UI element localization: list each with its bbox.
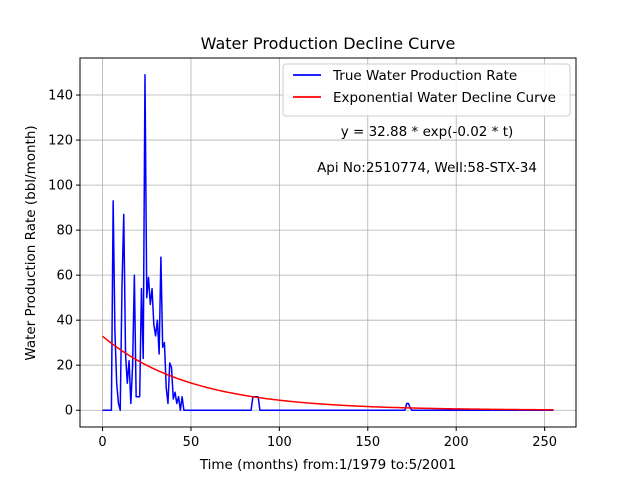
legend: True Water Production Rate Exponential W… [282,63,571,117]
y-tick-label: 20 [56,359,73,374]
legend-label-true-rate: True Water Production Rate [332,68,517,84]
x-tick-label: 150 [355,435,380,450]
series-exponential-decline [102,335,554,411]
y-tick-label: 100 [48,179,73,194]
series-layer [102,74,554,411]
y-axis-label: Water Production Rate (bbl/month) [23,125,39,360]
chart-title: Water Production Decline Curve [201,34,456,53]
equation-annotation: y = 32.88 * exp(-0.02 * t) [341,124,514,140]
ticks: 0 50 100 150 200 250 0 20 40 60 80 100 120 140 [48,89,557,450]
x-tick-label: 250 [532,435,557,450]
legend-label-exponential: Exponential Water Decline Curve [333,90,556,106]
y-tick-label: 40 [56,314,73,329]
y-tick-label: 80 [56,224,73,239]
x-tick-label: 50 [183,435,200,450]
series-true-water-rate [102,74,554,411]
well-annotation: Api No:2510774, Well:58-STX-34 [317,160,537,176]
y-tick-label: 0 [65,404,73,419]
x-tick-label: 0 [98,435,106,450]
y-tick-label: 120 [48,134,73,149]
plot-frame [79,57,577,428]
y-tick-label: 60 [56,269,73,284]
x-tick-label: 100 [267,435,292,450]
y-tick-label: 140 [48,89,73,104]
x-tick-label: 200 [444,435,469,450]
legend-box [282,63,571,117]
x-axis-label: Time (months) from:1/1979 to:5/2001 [199,457,456,473]
